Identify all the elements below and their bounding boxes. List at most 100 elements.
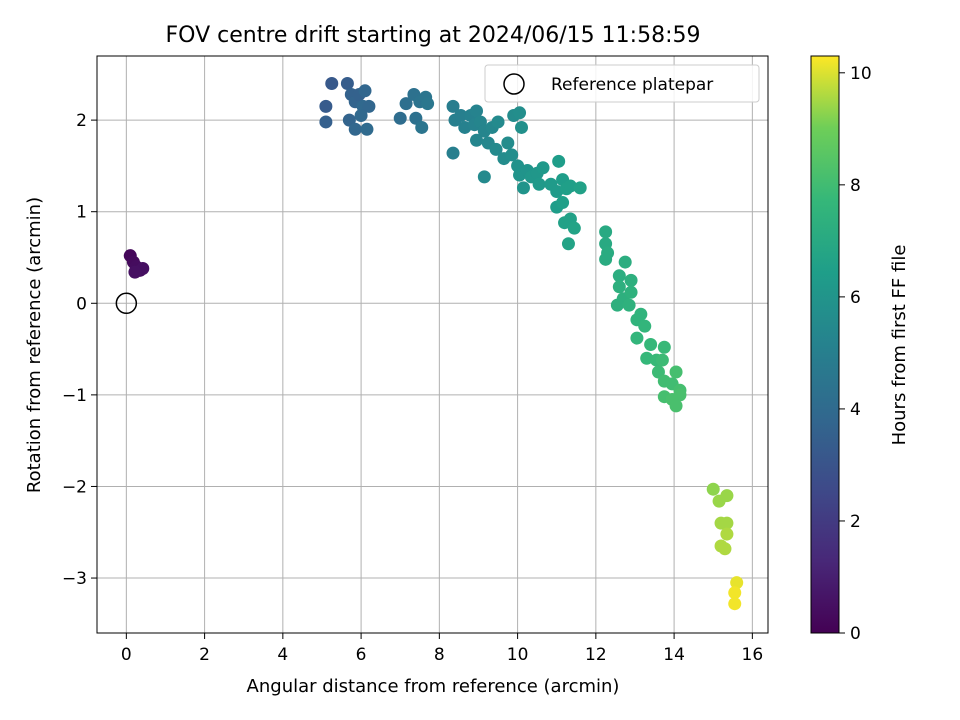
- data-point: [669, 365, 683, 379]
- reference-marker-group: [115, 292, 138, 315]
- data-point: [491, 115, 505, 129]
- y-axis-label: Rotation from reference (arcmin): [24, 197, 45, 493]
- x-tick-label: 2: [199, 645, 210, 665]
- data-point: [640, 351, 654, 365]
- data-point: [550, 185, 564, 199]
- data-point: [393, 111, 407, 125]
- data-point: [655, 353, 669, 367]
- data-point: [624, 273, 638, 287]
- data-point: [477, 170, 491, 184]
- data-point: [319, 99, 333, 113]
- data-point: [362, 99, 376, 113]
- data-point: [669, 399, 683, 413]
- data-point: [599, 225, 613, 239]
- data-point: [622, 298, 636, 312]
- colorbar-ticks: 0 2 4 6 8 10: [839, 64, 872, 644]
- colorbar-tick-label: 10: [850, 64, 872, 84]
- data-point: [638, 319, 652, 333]
- data-point: [415, 120, 429, 134]
- colorbar-label: Hours from first FF file: [889, 245, 910, 446]
- data-point: [730, 576, 744, 590]
- plot-frame: [96, 55, 769, 634]
- y-tick-label: −1: [62, 386, 87, 406]
- data-point: [470, 133, 484, 147]
- data-point: [612, 269, 626, 283]
- data-point: [489, 142, 503, 156]
- data-point: [348, 122, 362, 136]
- x-tick-label: 12: [585, 645, 607, 665]
- x-tick-label: 0: [121, 645, 132, 665]
- data-point: [360, 122, 374, 136]
- data-point: [728, 597, 742, 611]
- legend-marker: [503, 73, 525, 95]
- data-point: [718, 542, 732, 556]
- data-point: [340, 76, 354, 90]
- data-point: [556, 196, 570, 210]
- data-point: [128, 265, 142, 279]
- legend: Reference platepar: [484, 64, 760, 103]
- x-tick-label: 6: [356, 645, 367, 665]
- legend-entry-reference: Reference platepar: [551, 75, 713, 95]
- data-point: [421, 97, 435, 111]
- data-point: [446, 146, 460, 160]
- reference-marker: [115, 292, 138, 315]
- y-tick-label: −3: [62, 569, 87, 589]
- data-point: [399, 97, 413, 111]
- data-point: [644, 338, 658, 351]
- y-tick-label: 1: [76, 203, 87, 223]
- data-point: [720, 516, 734, 530]
- data-point: [706, 482, 720, 496]
- x-axis-ticks: 0 2 4 6 8 10 12 14 16: [121, 633, 763, 665]
- chart-title: FOV centre drift starting at 2024/06/15 …: [166, 23, 701, 48]
- colorbar-tick-label: 8: [850, 176, 861, 196]
- data-point: [446, 99, 460, 113]
- data-point: [458, 120, 472, 134]
- y-tick-label: −2: [62, 477, 87, 497]
- data-point: [358, 84, 372, 98]
- y-axis-ticks: −3 −2 −1 0 1 2: [62, 111, 97, 589]
- data-point: [516, 181, 530, 195]
- colorbar-tick-label: 0: [850, 624, 861, 644]
- y-tick-label: 2: [76, 111, 87, 131]
- data-point: [720, 527, 734, 541]
- colorbar-tick-label: 2: [850, 512, 861, 532]
- data-point: [657, 340, 671, 354]
- y-tick-label: 0: [76, 294, 87, 314]
- x-tick-label: 4: [277, 645, 288, 665]
- x-tick-label: 10: [507, 645, 529, 665]
- data-point: [618, 255, 632, 269]
- data-point: [501, 136, 515, 150]
- colorbar-tick-label: 4: [850, 400, 861, 420]
- x-tick-label: 14: [663, 645, 685, 665]
- x-tick-label: 16: [742, 645, 764, 665]
- data-point: [470, 104, 484, 118]
- data-point: [325, 76, 339, 90]
- data-point: [573, 181, 587, 195]
- x-tick-label: 8: [434, 645, 445, 665]
- data-point: [612, 280, 626, 294]
- data-point: [513, 106, 527, 120]
- data-points: [123, 76, 744, 611]
- data-point: [532, 177, 546, 191]
- legend-box: [484, 64, 760, 103]
- x-axis-label: Angular distance from reference (arcmin): [247, 676, 620, 697]
- data-point: [567, 221, 581, 235]
- data-point: [515, 120, 529, 134]
- data-point: [630, 331, 644, 345]
- data-point: [536, 161, 550, 175]
- data-point: [561, 237, 575, 251]
- data-point: [599, 252, 613, 266]
- data-point: [610, 298, 624, 312]
- data-point: [552, 154, 566, 168]
- data-point: [720, 489, 734, 503]
- data-point: [505, 148, 519, 162]
- colorbar: [810, 55, 840, 634]
- data-point: [563, 179, 577, 193]
- data-point: [454, 109, 468, 123]
- data-point: [624, 285, 638, 299]
- colorbar-tick-label: 6: [850, 288, 861, 308]
- data-point: [319, 115, 333, 129]
- data-point: [728, 586, 742, 600]
- data-point: [354, 109, 368, 123]
